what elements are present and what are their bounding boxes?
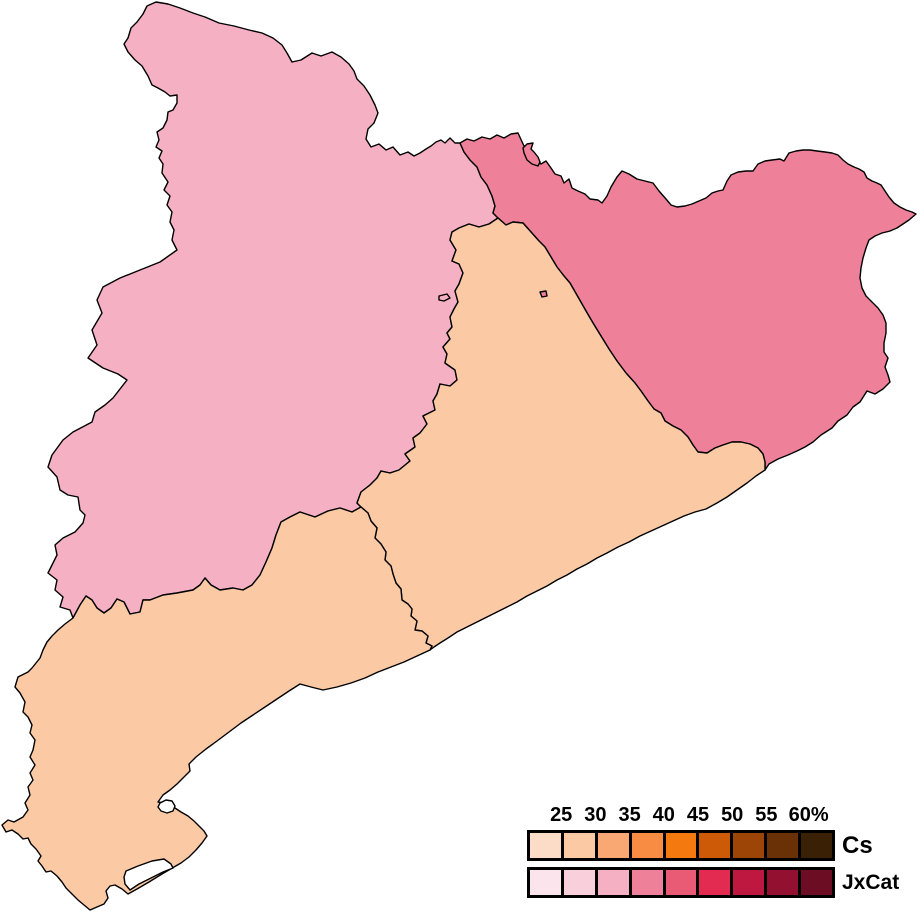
region-llivia: [522, 142, 541, 167]
ebro-delta-lagoon: [123, 858, 174, 891]
region-enclave-small: [438, 293, 451, 302]
region-tarragona: [1, 506, 433, 911]
region-barcelona: [356, 217, 766, 651]
coastal-inlet: [157, 799, 176, 814]
region-enclave-small-2: [539, 290, 548, 298]
